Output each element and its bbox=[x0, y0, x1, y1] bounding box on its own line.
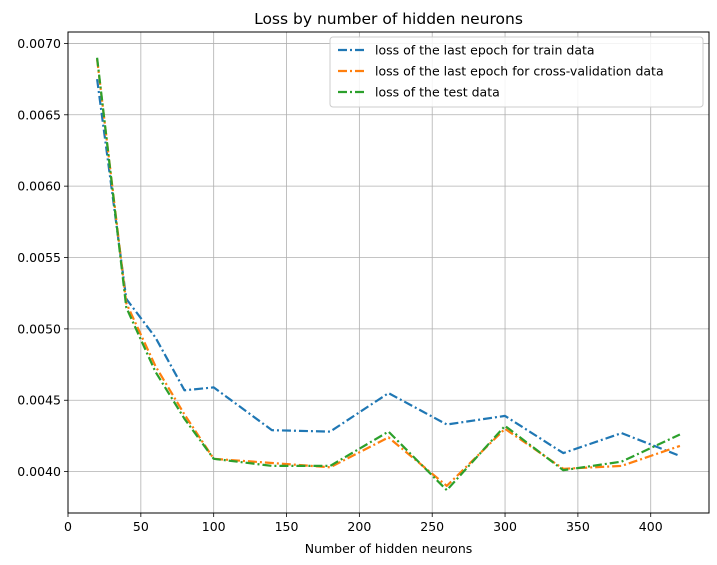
series-line-2 bbox=[96, 58, 681, 487]
legend-label: loss of the test data bbox=[375, 85, 500, 100]
x-tick-label: 200 bbox=[347, 519, 371, 534]
legend-box bbox=[329, 36, 704, 108]
legend-label: loss of the last epoch for cross-validat… bbox=[375, 64, 664, 79]
y-tick-label: 0.0070 bbox=[17, 36, 61, 51]
x-axis-ticks: 0 50 100 150 200 250 300 350 400 bbox=[64, 513, 663, 534]
x-tick-label: 250 bbox=[420, 519, 444, 534]
x-tick-label: 50 bbox=[133, 519, 149, 534]
series-line-1 bbox=[96, 78, 681, 457]
y-tick-label: 0.0045 bbox=[17, 393, 61, 408]
legend: loss of the last epoch for train data los… bbox=[329, 36, 704, 108]
grid bbox=[67, 32, 709, 513]
y-tick-label: 0.0060 bbox=[17, 179, 61, 194]
x-tick-label: 400 bbox=[639, 519, 663, 534]
y-axis-ticks: 0.0040 0.0045 0.0050 0.0055 0.0060 0.0065 0.00… bbox=[17, 36, 68, 479]
y-tick-label: 0.0065 bbox=[17, 107, 61, 122]
y-tick-label: 0.0050 bbox=[17, 321, 61, 336]
x-tick-label: 100 bbox=[202, 519, 226, 534]
x-axis-title: Number of hidden neurons bbox=[305, 541, 473, 556]
x-tick-label: 300 bbox=[493, 519, 517, 534]
x-tick-label: 350 bbox=[566, 519, 590, 534]
series-line-3 bbox=[96, 57, 681, 492]
x-tick-label: 0 bbox=[64, 519, 72, 534]
x-tick-label: 150 bbox=[275, 519, 299, 534]
y-tick-label: 0.0055 bbox=[17, 250, 61, 265]
plot-frame bbox=[67, 31, 710, 514]
series-lines bbox=[96, 57, 681, 492]
chart-title: Loss by number of hidden neurons bbox=[254, 10, 523, 28]
legend-label: loss of the last epoch for train data bbox=[375, 43, 595, 58]
y-tick-label: 0.0040 bbox=[17, 464, 61, 479]
